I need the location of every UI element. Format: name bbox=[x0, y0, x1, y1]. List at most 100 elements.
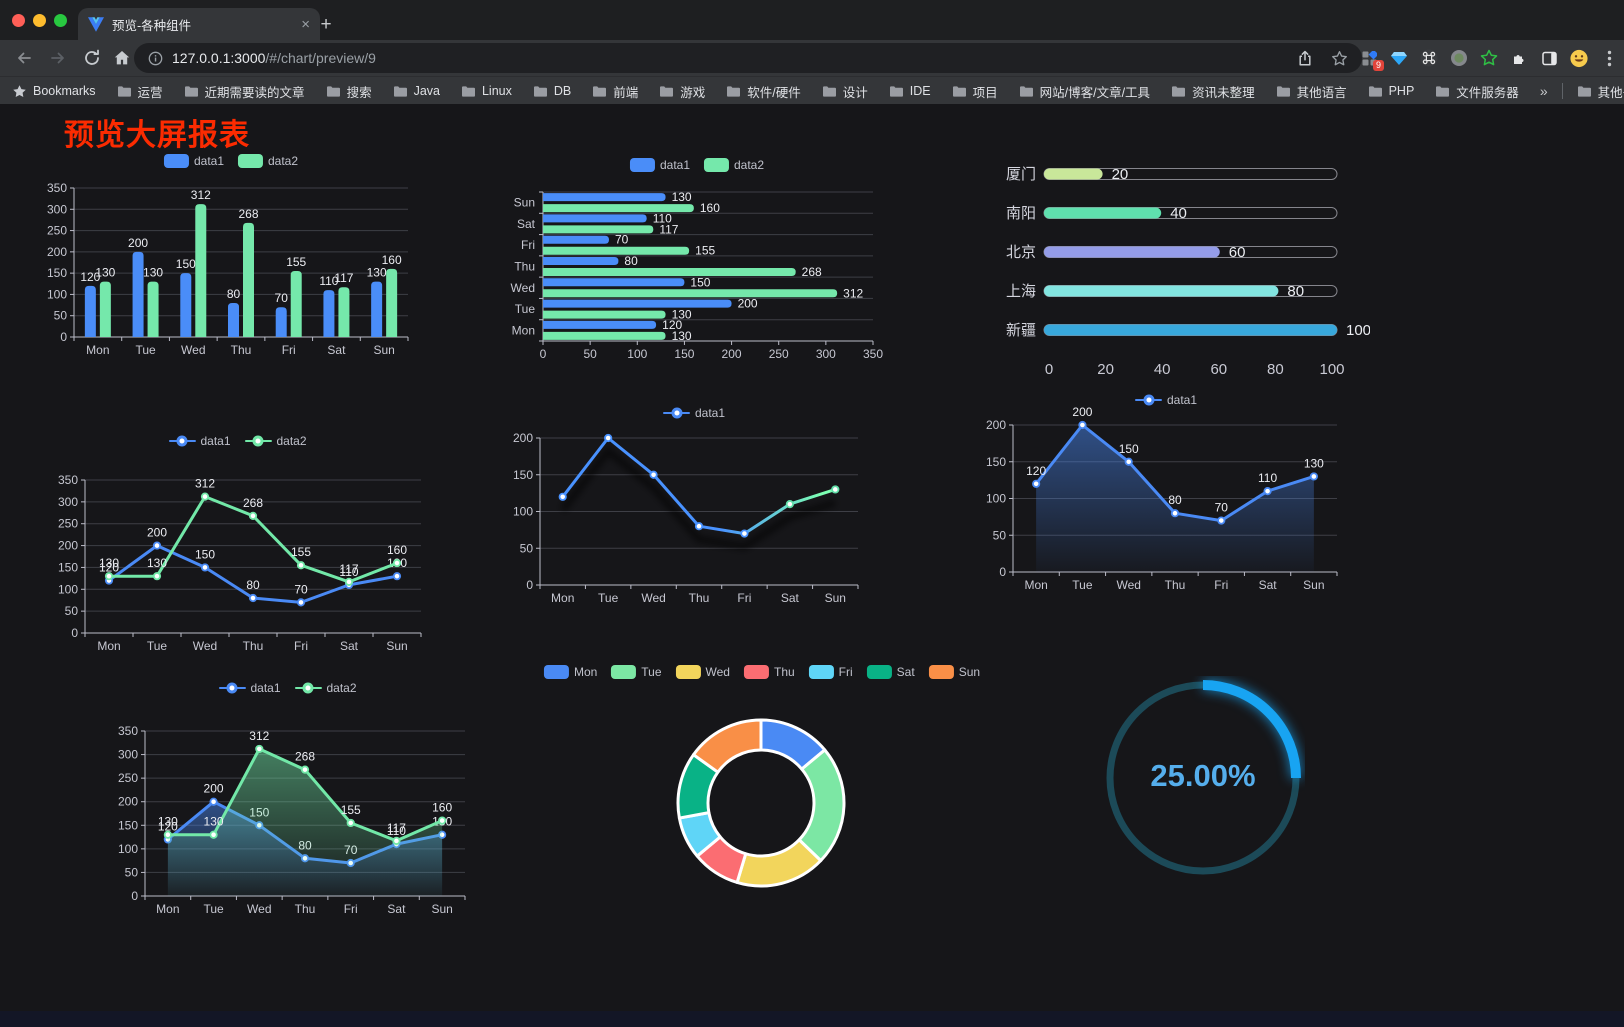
legend-item[interactable]: Fri bbox=[808, 665, 853, 679]
svg-text:80: 80 bbox=[1168, 493, 1182, 507]
bookmark-item[interactable]: Java bbox=[393, 84, 440, 98]
chart-canvas bbox=[1106, 680, 1301, 875]
svg-text:0: 0 bbox=[60, 330, 67, 344]
svg-text:80: 80 bbox=[1267, 361, 1284, 378]
legend-label: data1 bbox=[193, 154, 224, 168]
bookmark-item[interactable]: 运营 bbox=[117, 82, 163, 101]
legend-item[interactable]: Tue bbox=[611, 665, 662, 679]
legend-item[interactable]: data1 bbox=[662, 406, 726, 420]
home-icon[interactable] bbox=[112, 48, 132, 68]
extension-gem-icon[interactable] bbox=[1390, 49, 1408, 67]
svg-text:0: 0 bbox=[540, 347, 547, 361]
folder-icon bbox=[533, 85, 547, 97]
tab-close-icon[interactable]: × bbox=[301, 15, 310, 33]
menu-dots-icon[interactable] bbox=[1600, 49, 1618, 67]
svg-text:80: 80 bbox=[246, 578, 260, 592]
svg-text:268: 268 bbox=[802, 265, 822, 279]
legend-item[interactable]: data2 bbox=[294, 681, 357, 695]
svg-text:厦门: 厦门 bbox=[1006, 166, 1036, 183]
svg-text:南阳: 南阳 bbox=[1006, 205, 1036, 222]
extension-star-icon[interactable] bbox=[1480, 49, 1498, 67]
extension-record-icon[interactable] bbox=[1450, 49, 1468, 67]
bookmark-item[interactable]: 其他语言 bbox=[1276, 82, 1347, 101]
bookmark-item[interactable]: PHP bbox=[1368, 84, 1414, 98]
bookmark-label: 前端 bbox=[613, 85, 639, 100]
window-close-button[interactable] bbox=[12, 14, 25, 27]
svg-text:Sun: Sun bbox=[386, 639, 407, 653]
extension-command-icon[interactable] bbox=[1420, 49, 1438, 67]
chart-canvas bbox=[676, 718, 846, 888]
bookmark-item[interactable]: Linux bbox=[461, 84, 512, 98]
bookmark-item[interactable]: 项目 bbox=[952, 82, 998, 101]
bookmark-item[interactable]: 网站/博客/文章/工具 bbox=[1019, 82, 1150, 101]
folder-icon bbox=[117, 85, 131, 97]
bookmark-item[interactable]: 设计 bbox=[822, 82, 868, 101]
legend-item[interactable]: data2 bbox=[244, 434, 307, 448]
folder-icon bbox=[889, 85, 903, 97]
forward-icon[interactable] bbox=[48, 48, 68, 68]
legend-item[interactable]: data2 bbox=[238, 154, 298, 168]
share-icon[interactable] bbox=[1297, 50, 1313, 67]
page-info-icon[interactable] bbox=[148, 51, 163, 66]
address-bar[interactable]: 127.0.0.1:3000/#/chart/preview/9 bbox=[134, 43, 1362, 73]
browser-tab[interactable]: 预览-各种组件 × bbox=[78, 8, 320, 40]
bookmark-item[interactable]: 资讯未整理 bbox=[1171, 82, 1255, 101]
svg-text:150: 150 bbox=[118, 818, 138, 832]
bookmark-item[interactable]: 游戏 bbox=[659, 82, 705, 101]
gauge-value-label: 25.00% bbox=[1150, 758, 1256, 793]
legend-item[interactable]: data1 bbox=[163, 154, 224, 168]
bookmark-star-icon[interactable] bbox=[1331, 50, 1348, 67]
svg-text:Sat: Sat bbox=[517, 217, 536, 231]
svg-text:155: 155 bbox=[286, 255, 306, 269]
legend-item[interactable]: data1 bbox=[629, 158, 690, 172]
legend-item[interactable]: Thu bbox=[743, 665, 795, 679]
other-bookmarks[interactable]: 其他书签 bbox=[1577, 82, 1624, 101]
bookmark-item[interactable]: 前端 bbox=[592, 82, 638, 101]
svg-text:312: 312 bbox=[249, 729, 269, 743]
svg-text:80: 80 bbox=[1287, 283, 1304, 300]
bookmark-item[interactable]: IDE bbox=[889, 84, 931, 98]
bookmarks-manager[interactable]: Bookmarks bbox=[12, 84, 96, 99]
svg-text:120: 120 bbox=[99, 561, 119, 575]
bookmark-item[interactable]: 近期需要读的文章 bbox=[184, 82, 305, 101]
bookmark-item[interactable]: 搜索 bbox=[326, 82, 372, 101]
tab-panel-icon[interactable] bbox=[1540, 49, 1558, 67]
window-zoom-button[interactable] bbox=[54, 14, 67, 27]
legend-label: data1 bbox=[694, 406, 726, 420]
window-minimize-button[interactable] bbox=[33, 14, 46, 27]
bookmark-label: 近期需要读的文章 bbox=[204, 85, 305, 100]
legend-line-marker bbox=[244, 435, 272, 447]
legend-item[interactable]: Mon bbox=[543, 665, 598, 679]
svg-text:Thu: Thu bbox=[243, 639, 264, 653]
legend-item[interactable]: data2 bbox=[704, 158, 764, 172]
legend-line-marker bbox=[168, 435, 196, 447]
svg-text:Sat: Sat bbox=[340, 639, 359, 653]
legend-item[interactable]: data1 bbox=[1134, 393, 1197, 407]
tab-title: 预览-各种组件 bbox=[112, 18, 192, 33]
legend-item[interactable]: data1 bbox=[218, 681, 281, 695]
extensions-puzzle-icon[interactable] bbox=[1510, 49, 1528, 67]
extension-grid-icon[interactable]: 9 bbox=[1360, 49, 1384, 71]
legend-item[interactable]: Wed bbox=[675, 665, 730, 679]
legend-item[interactable]: data1 bbox=[168, 434, 231, 448]
svg-text:350: 350 bbox=[863, 347, 883, 361]
svg-text:130: 130 bbox=[158, 815, 178, 829]
reload-icon[interactable] bbox=[82, 48, 102, 68]
legend-line-marker bbox=[294, 682, 322, 694]
legend-item[interactable]: Sat bbox=[866, 665, 915, 679]
url-text: 127.0.0.1:3000/#/chart/preview/9 bbox=[172, 50, 376, 66]
svg-text:350: 350 bbox=[58, 473, 78, 487]
bookmark-item[interactable]: 软件/硬件 bbox=[726, 82, 801, 101]
legend-label: Mon bbox=[573, 665, 598, 679]
new-tab-button[interactable]: + bbox=[320, 14, 332, 35]
back-icon[interactable] bbox=[14, 48, 34, 68]
legend-swatch bbox=[866, 665, 892, 679]
legend-item[interactable]: Sun bbox=[928, 665, 980, 679]
svg-text:300: 300 bbox=[47, 202, 67, 216]
bookmark-item[interactable]: 文件服务器 bbox=[1435, 82, 1519, 101]
profile-avatar[interactable] bbox=[1570, 49, 1588, 67]
svg-text:0: 0 bbox=[131, 889, 138, 903]
bookmarks-overflow-button[interactable]: » bbox=[1539, 83, 1548, 99]
bookmark-item[interactable]: DB bbox=[533, 84, 571, 98]
